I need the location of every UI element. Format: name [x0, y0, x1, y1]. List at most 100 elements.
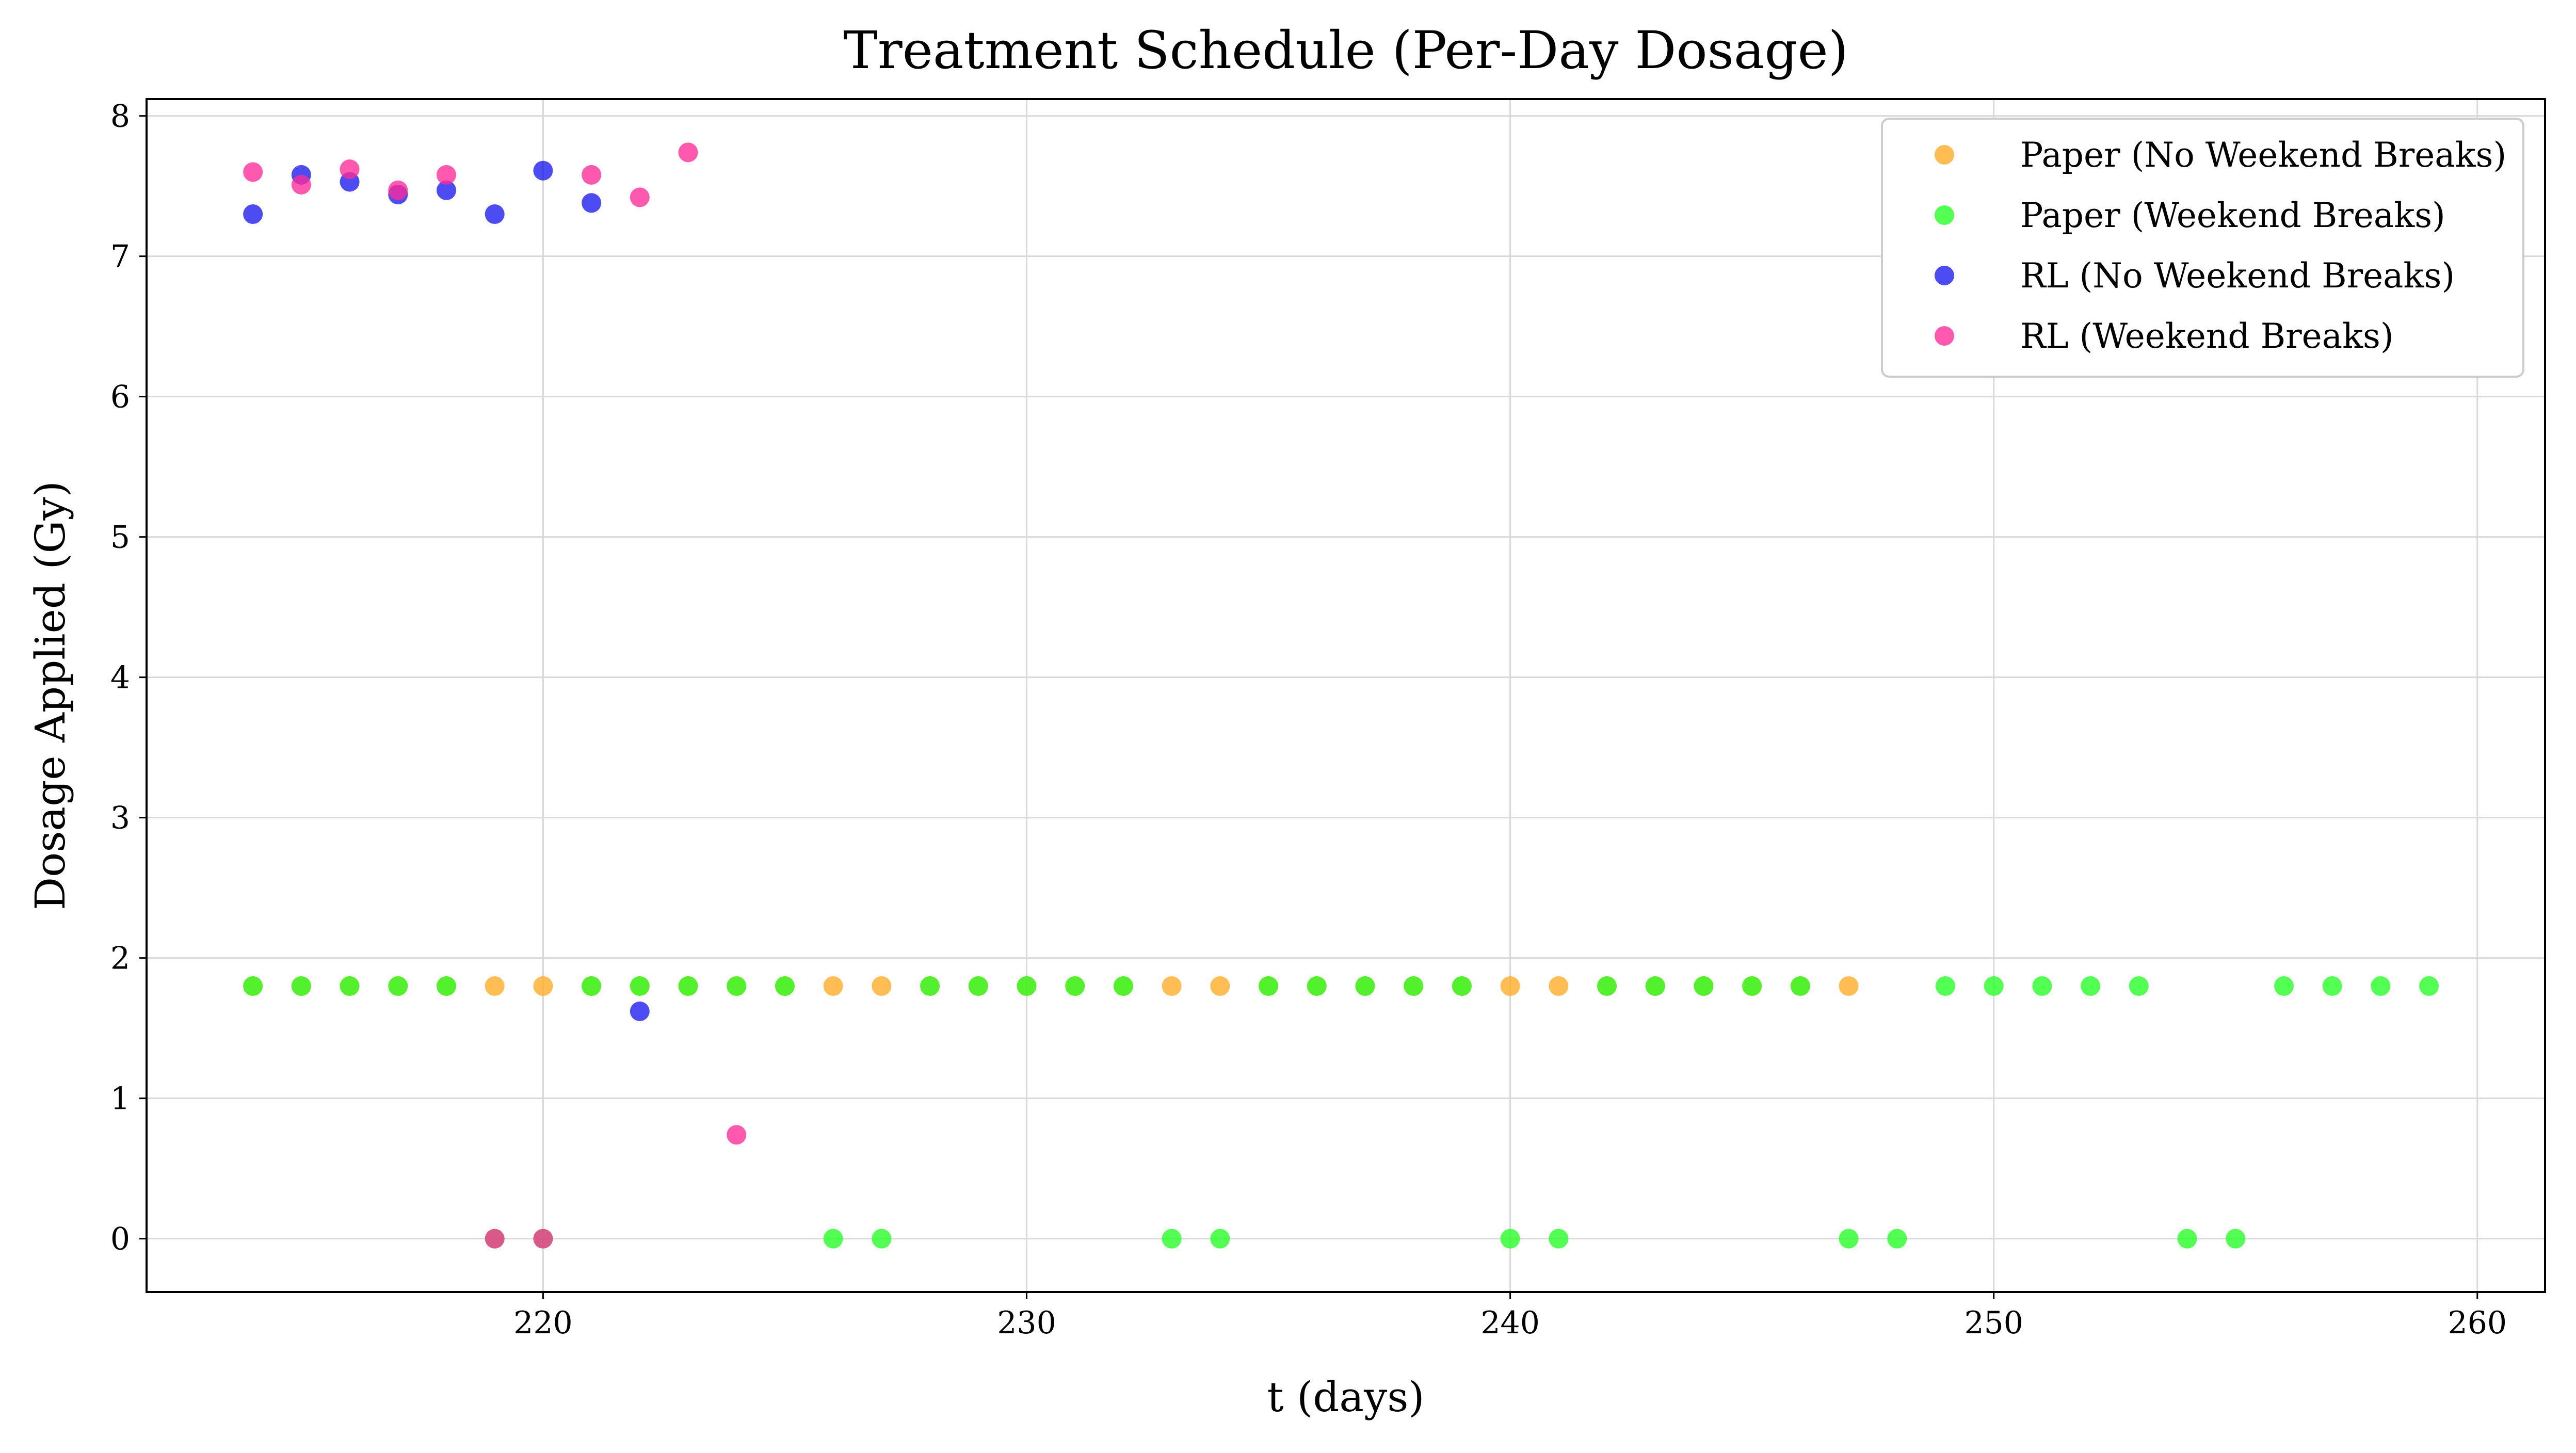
x-tick-label: 230 [997, 1305, 1056, 1341]
legend-marker [1935, 266, 1954, 285]
y-axis-label: Dosage Applied (Gy) [26, 481, 74, 910]
legend: Paper (No Weekend Breaks) Paper (Weekend … [1881, 118, 2524, 378]
legend-marker [1935, 205, 1954, 225]
data-point [1210, 1229, 1230, 1249]
data-point [2226, 1229, 2246, 1249]
y-tick-label: 7 [110, 239, 130, 275]
data-point [582, 193, 602, 213]
data-point [823, 976, 843, 996]
data-point [1839, 1229, 1859, 1249]
data-point [1307, 976, 1327, 996]
data-point [872, 976, 892, 996]
x-axis-label: t (days) [1267, 1373, 1424, 1421]
data-point [582, 976, 602, 996]
x-tick-label: 220 [513, 1305, 573, 1341]
data-point [1645, 976, 1665, 996]
data-point [1452, 976, 1472, 996]
grid-lines [147, 99, 2545, 1292]
x-tick-label: 260 [2448, 1305, 2507, 1341]
legend-label: Paper (No Weekend Breaks) [2020, 135, 2506, 175]
data-point [1694, 976, 1714, 996]
data-point [1549, 976, 1569, 996]
legend-label: RL (Weekend Breaks) [2020, 316, 2394, 356]
data-point [2129, 976, 2149, 996]
legend-label: RL (No Weekend Breaks) [2020, 256, 2455, 296]
data-point [243, 162, 263, 182]
legend-label: Paper (Weekend Breaks) [2020, 196, 2445, 235]
data-point [533, 160, 553, 181]
data-point [388, 180, 408, 200]
axis-ticks: 220 230 240 250 260 0 1 2 3 4 5 6 7 8 [110, 99, 2507, 1341]
data-point [1355, 976, 1375, 996]
data-point [2177, 1229, 2197, 1249]
x-tick-label: 250 [1964, 1305, 2023, 1341]
y-tick-label: 3 [110, 800, 130, 836]
data-point [485, 976, 505, 996]
data-point [291, 174, 311, 195]
data-point [1259, 976, 1279, 996]
data-point [1984, 976, 2004, 996]
data-point [630, 1002, 650, 1021]
data-point [1936, 976, 1955, 996]
y-tick-label: 1 [110, 1081, 130, 1117]
data-point [1790, 976, 1810, 996]
y-tick-label: 2 [110, 941, 130, 977]
data-point [1404, 976, 1424, 996]
legend-box [1881, 118, 2524, 378]
data-point [630, 976, 650, 996]
data-point [1742, 976, 1762, 996]
data-point [1113, 976, 1133, 996]
data-point [1597, 976, 1617, 996]
y-tick-label: 6 [110, 379, 130, 415]
data-point [1500, 1229, 1520, 1249]
data-point [1017, 976, 1037, 996]
y-tick-label: 0 [110, 1221, 130, 1257]
data-point [1162, 976, 1182, 996]
data-point [630, 187, 650, 207]
data-points [243, 142, 2439, 1249]
data-point [243, 976, 263, 996]
data-point [485, 204, 505, 224]
data-point [388, 976, 408, 996]
y-tick-label: 8 [110, 99, 130, 135]
data-point [1887, 1229, 1907, 1249]
data-point [775, 976, 795, 996]
plot-frame [146, 98, 2546, 1293]
data-point [2419, 976, 2439, 996]
data-point [437, 165, 456, 185]
data-point [1500, 976, 1520, 996]
series-4-points [243, 142, 747, 1249]
data-point [1162, 1229, 1182, 1249]
data-point [2371, 976, 2391, 996]
legend-marker [1935, 145, 1954, 165]
chart-title: Treatment Schedule (Per-Day Dosage) [843, 20, 1848, 80]
series-3-points [243, 160, 650, 1021]
data-point [872, 1229, 892, 1249]
data-point [291, 976, 311, 996]
data-point [340, 976, 360, 996]
data-point [2322, 976, 2342, 996]
data-point [533, 1229, 553, 1249]
data-point [485, 1229, 505, 1249]
y-tick-label: 4 [110, 660, 130, 696]
data-point [2274, 976, 2294, 996]
data-point [1065, 976, 1085, 996]
data-point [533, 976, 553, 996]
data-point [437, 976, 456, 996]
data-point [1839, 976, 1859, 996]
data-point [2032, 976, 2052, 996]
data-point [340, 159, 360, 179]
data-point [968, 976, 988, 996]
data-point [2081, 976, 2101, 996]
data-point [1549, 1229, 1569, 1249]
data-point [727, 976, 747, 996]
data-point [437, 180, 456, 200]
data-point [823, 1229, 843, 1249]
x-tick-label: 240 [1480, 1305, 1540, 1341]
data-point [678, 976, 698, 996]
data-point [582, 165, 602, 185]
y-tick-label: 5 [110, 520, 130, 556]
legend-marker [1935, 326, 1954, 346]
data-point [243, 204, 263, 224]
